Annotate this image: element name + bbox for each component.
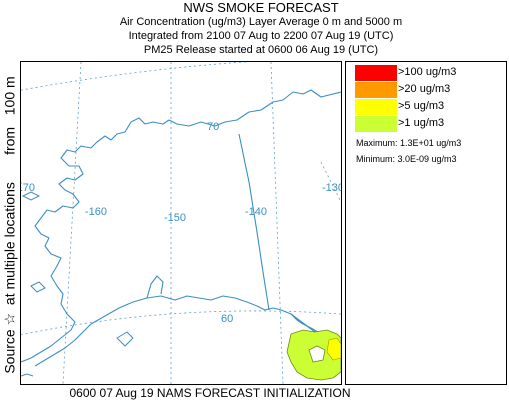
lat-70-label: 70 bbox=[207, 121, 219, 133]
lon-170-label: -170 bbox=[21, 182, 35, 194]
lon-130-label: -130 bbox=[322, 182, 341, 194]
alaska-peninsula bbox=[34, 323, 92, 367]
map-panel: 70 -170 -160 -150 -140 -130 60 bbox=[20, 61, 342, 385]
plume-mid-5ug bbox=[326, 337, 341, 361]
legend-swatch-20 bbox=[355, 82, 397, 98]
alaska-coastline bbox=[21, 89, 341, 363]
legend-swatch-5 bbox=[355, 99, 397, 115]
map-title: NWS SMOKE FORECAST bbox=[183, 0, 339, 15]
plume-hole bbox=[308, 345, 326, 363]
us-canada-border bbox=[238, 133, 270, 311]
legend-label-100: >100 ug/m3 bbox=[398, 66, 457, 78]
maximum-value: Maximum: 1.3E+01 ug/m3 bbox=[356, 138, 462, 148]
graticule-lon-160 bbox=[62, 62, 82, 384]
minimum-value: Minimum: 3.0E-09 ug/m3 bbox=[356, 154, 457, 164]
graticule-lon-140 bbox=[270, 62, 284, 384]
source-label-text: Source ☆ at multiple locations from 100 … bbox=[1, 76, 18, 374]
kodiak-island bbox=[116, 331, 134, 347]
graticule bbox=[21, 62, 341, 384]
alaska-map: 70 -170 -160 -150 -140 -130 60 bbox=[21, 62, 341, 384]
title-block: NWS SMOKE FORECAST Air Concentration (ug… bbox=[16, 0, 506, 57]
st-lawrence-island bbox=[21, 191, 41, 201]
lon-150-label: -150 bbox=[164, 212, 186, 224]
aleutian-islands bbox=[21, 373, 34, 377]
legend-panel: >100 ug/m3 >20 ug/m3 >5 ug/m3 >1 ug/m3 M… bbox=[345, 61, 507, 385]
concentration-subtitle: Air Concentration (ug/m3) Layer Average … bbox=[119, 16, 403, 28]
integration-period: Integrated from 2100 07 Aug to 2200 07 A… bbox=[128, 30, 394, 42]
forecast-initialization: 0600 07 Aug 19 NAMS FORECAST INITIALIZAT… bbox=[69, 386, 351, 400]
lat-60-label: 60 bbox=[221, 313, 233, 325]
cook-inlet bbox=[146, 275, 164, 299]
legend-label-1: >1 ug/m3 bbox=[398, 117, 445, 129]
lon-160-label: -160 bbox=[85, 206, 107, 218]
legend-swatch-100 bbox=[355, 65, 397, 81]
graticule-lat-70 bbox=[21, 62, 249, 91]
legend-label-5: >5 ug/m3 bbox=[398, 100, 445, 112]
legend-label-20: >20 ug/m3 bbox=[398, 83, 451, 95]
source-side-label: Source ☆ at multiple locations from 100 … bbox=[0, 62, 20, 388]
nunivak-island bbox=[30, 281, 46, 293]
lon-140-label: -140 bbox=[245, 206, 267, 218]
smoke-plume bbox=[286, 329, 341, 381]
release-start: PM25 Release started at 0600 06 Aug 19 (… bbox=[143, 44, 379, 56]
legend-swatch-1 bbox=[355, 116, 397, 132]
